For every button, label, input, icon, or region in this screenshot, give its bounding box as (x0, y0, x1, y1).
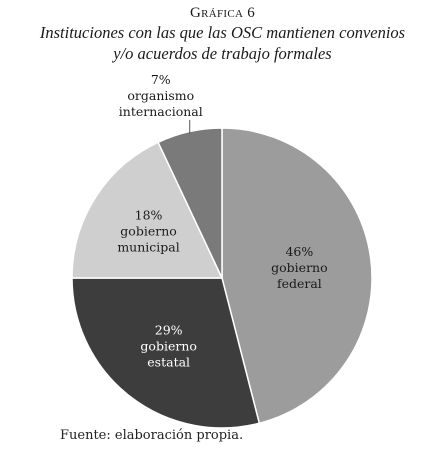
slice-percent-label: 46% (285, 244, 313, 259)
slice-category-label: internacional (119, 104, 203, 119)
slice-category-label: municipal (117, 239, 179, 254)
slice-category-label: organismo (127, 88, 194, 103)
slice-percent-label: 7% (151, 72, 171, 87)
slice-category-label: gobierno (120, 223, 176, 238)
slice-category-label: gobierno (271, 260, 327, 275)
slice-percent-label: 29% (155, 323, 183, 338)
pie-slice-3 (71, 141, 224, 279)
slice-percent-label: 18% (135, 207, 163, 222)
slice-category-label: estatal (147, 355, 190, 370)
source-note: Fuente: elaboración propia. (60, 428, 244, 443)
slice-label-2: 29% gobierno estatal (140, 323, 196, 370)
pie-slice-2 (71, 277, 261, 429)
slice-category-label: federal (277, 276, 322, 291)
chart-header: Gráfica 6 Instituciones con las que las … (0, 4, 445, 64)
figure-number: Gráfica 6 (189, 5, 256, 21)
chart-title-line-2: y/o acuerdos de trabajo formales (113, 44, 332, 63)
slice-category-label: gobierno (140, 339, 196, 354)
slice-label-3: 18% gobierno municipal (117, 207, 179, 254)
slice-label-4: 7% organismo internacional (119, 72, 203, 119)
pie-slice-1 (221, 127, 373, 425)
chart-title-line-1: Instituciones con las que las OSC mantie… (39, 23, 406, 42)
slice-label-1: 46% gobierno federal (271, 244, 327, 291)
